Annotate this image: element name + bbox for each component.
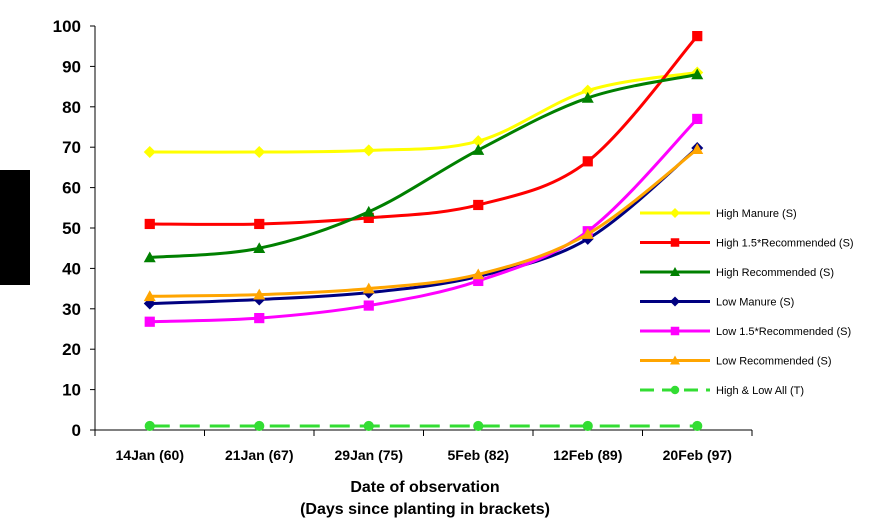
- legend-swatch-marker: [670, 267, 680, 276]
- data-point: [473, 420, 484, 432]
- data-point: [362, 205, 375, 217]
- y-tick-label: 60: [62, 179, 81, 198]
- data-point: [582, 420, 593, 432]
- y-tick-label: 40: [62, 259, 81, 278]
- legend-label: High 1.5*Recommended (S): [716, 238, 854, 250]
- y-tick-label: 10: [62, 381, 81, 400]
- legend-entry: Low Recommended (S): [640, 355, 832, 368]
- data-point: [253, 288, 266, 300]
- data-point: [144, 420, 155, 432]
- series-line: [149, 35, 699, 226]
- data-point: [143, 251, 156, 263]
- data-point: [692, 31, 703, 42]
- series-layer: [143, 31, 704, 432]
- legend-entry: Low 1.5*Recommended (S): [640, 326, 851, 338]
- data-point: [472, 144, 485, 155]
- y-tick-label: 20: [62, 340, 81, 359]
- legend-swatch-marker: [670, 326, 680, 336]
- data-point: [144, 316, 155, 327]
- legend-label: Low 1.5*Recommended (S): [716, 326, 851, 338]
- legend-label: High Recommended (S): [716, 267, 834, 279]
- legend-entry: High Manure (S): [640, 208, 797, 220]
- x-tick-label: 14Jan (60): [116, 447, 184, 463]
- legend-label: High & Low All (T): [716, 385, 804, 397]
- data-point: [363, 212, 374, 223]
- data-point: [143, 146, 156, 159]
- series-1: [143, 66, 704, 159]
- data-point: [254, 420, 265, 432]
- data-point: [143, 290, 156, 302]
- legend: High Manure (S) High 1.5*Recommended (S) H…: [640, 208, 854, 397]
- data-point: [581, 91, 594, 103]
- y-tick-label: 80: [62, 98, 81, 117]
- series-line: [149, 146, 699, 306]
- y-tick-label: 0: [72, 421, 81, 440]
- data-point: [582, 156, 593, 167]
- data-point: [254, 218, 265, 230]
- data-point: [581, 84, 594, 97]
- x-tick-label: 29Jan (75): [335, 447, 403, 463]
- legend-swatch-marker: [670, 355, 680, 365]
- series-6: [143, 143, 704, 302]
- data-point: [253, 242, 266, 253]
- y-tick-label: 50: [62, 219, 81, 238]
- x-tick-label: 20Feb (97): [663, 447, 732, 463]
- series-7: [144, 420, 703, 432]
- data-point: [472, 135, 485, 148]
- legend-label: Low Manure (S): [716, 297, 794, 309]
- x-axis-title-line2: (Days since planting in brackets): [300, 501, 550, 518]
- data-point: [692, 113, 703, 125]
- data-point: [362, 282, 375, 294]
- legend-swatch-marker: [670, 296, 680, 307]
- data-point: [691, 143, 704, 155]
- legend-swatch-marker: [670, 238, 680, 247]
- legend-entry: High 1.5*Recommended (S): [640, 238, 854, 250]
- legend-entry: High Recommended (S): [640, 267, 834, 279]
- y-tick-label: 100: [53, 17, 81, 36]
- series-3: [143, 68, 704, 263]
- legend-entry: Low Manure (S): [640, 296, 794, 309]
- legend-label: High Manure (S): [716, 208, 797, 220]
- data-point: [581, 228, 594, 239]
- y-tick-label: 90: [62, 57, 81, 76]
- data-point: [253, 146, 266, 159]
- x-tick-label: 21Jan (67): [225, 447, 293, 463]
- series-line: [149, 70, 698, 154]
- legend-swatch-marker: [670, 385, 680, 395]
- legend-swatch-marker: [670, 208, 680, 218]
- series-2: [144, 31, 703, 230]
- black-block: [0, 170, 30, 285]
- data-point: [473, 199, 484, 211]
- data-point: [472, 268, 485, 280]
- y-tick-label: 30: [62, 300, 81, 319]
- data-point: [362, 144, 375, 157]
- data-point: [144, 218, 155, 230]
- data-point: [363, 420, 374, 432]
- data-point: [692, 420, 703, 432]
- series-line: [149, 117, 699, 324]
- data-point: [473, 275, 484, 287]
- series-line: [149, 148, 699, 298]
- data-point: [363, 300, 374, 311]
- data-point: [691, 68, 704, 80]
- x-axis-title-line1: Date of observation: [350, 479, 499, 496]
- legend-label: Low Recommended (S): [716, 356, 832, 368]
- legend-entry: High & Low All (T): [640, 385, 804, 397]
- data-point: [254, 312, 265, 324]
- x-tick-label: 5Feb (82): [448, 447, 509, 463]
- axes: 0 10 20 30 40 50 60 70 80 90 100 14Jan (60) 21Jan (6…: [53, 17, 753, 463]
- x-tick-label: 12Feb (89): [553, 447, 622, 463]
- series-line: [149, 73, 698, 259]
- y-tick-label: 70: [62, 138, 81, 157]
